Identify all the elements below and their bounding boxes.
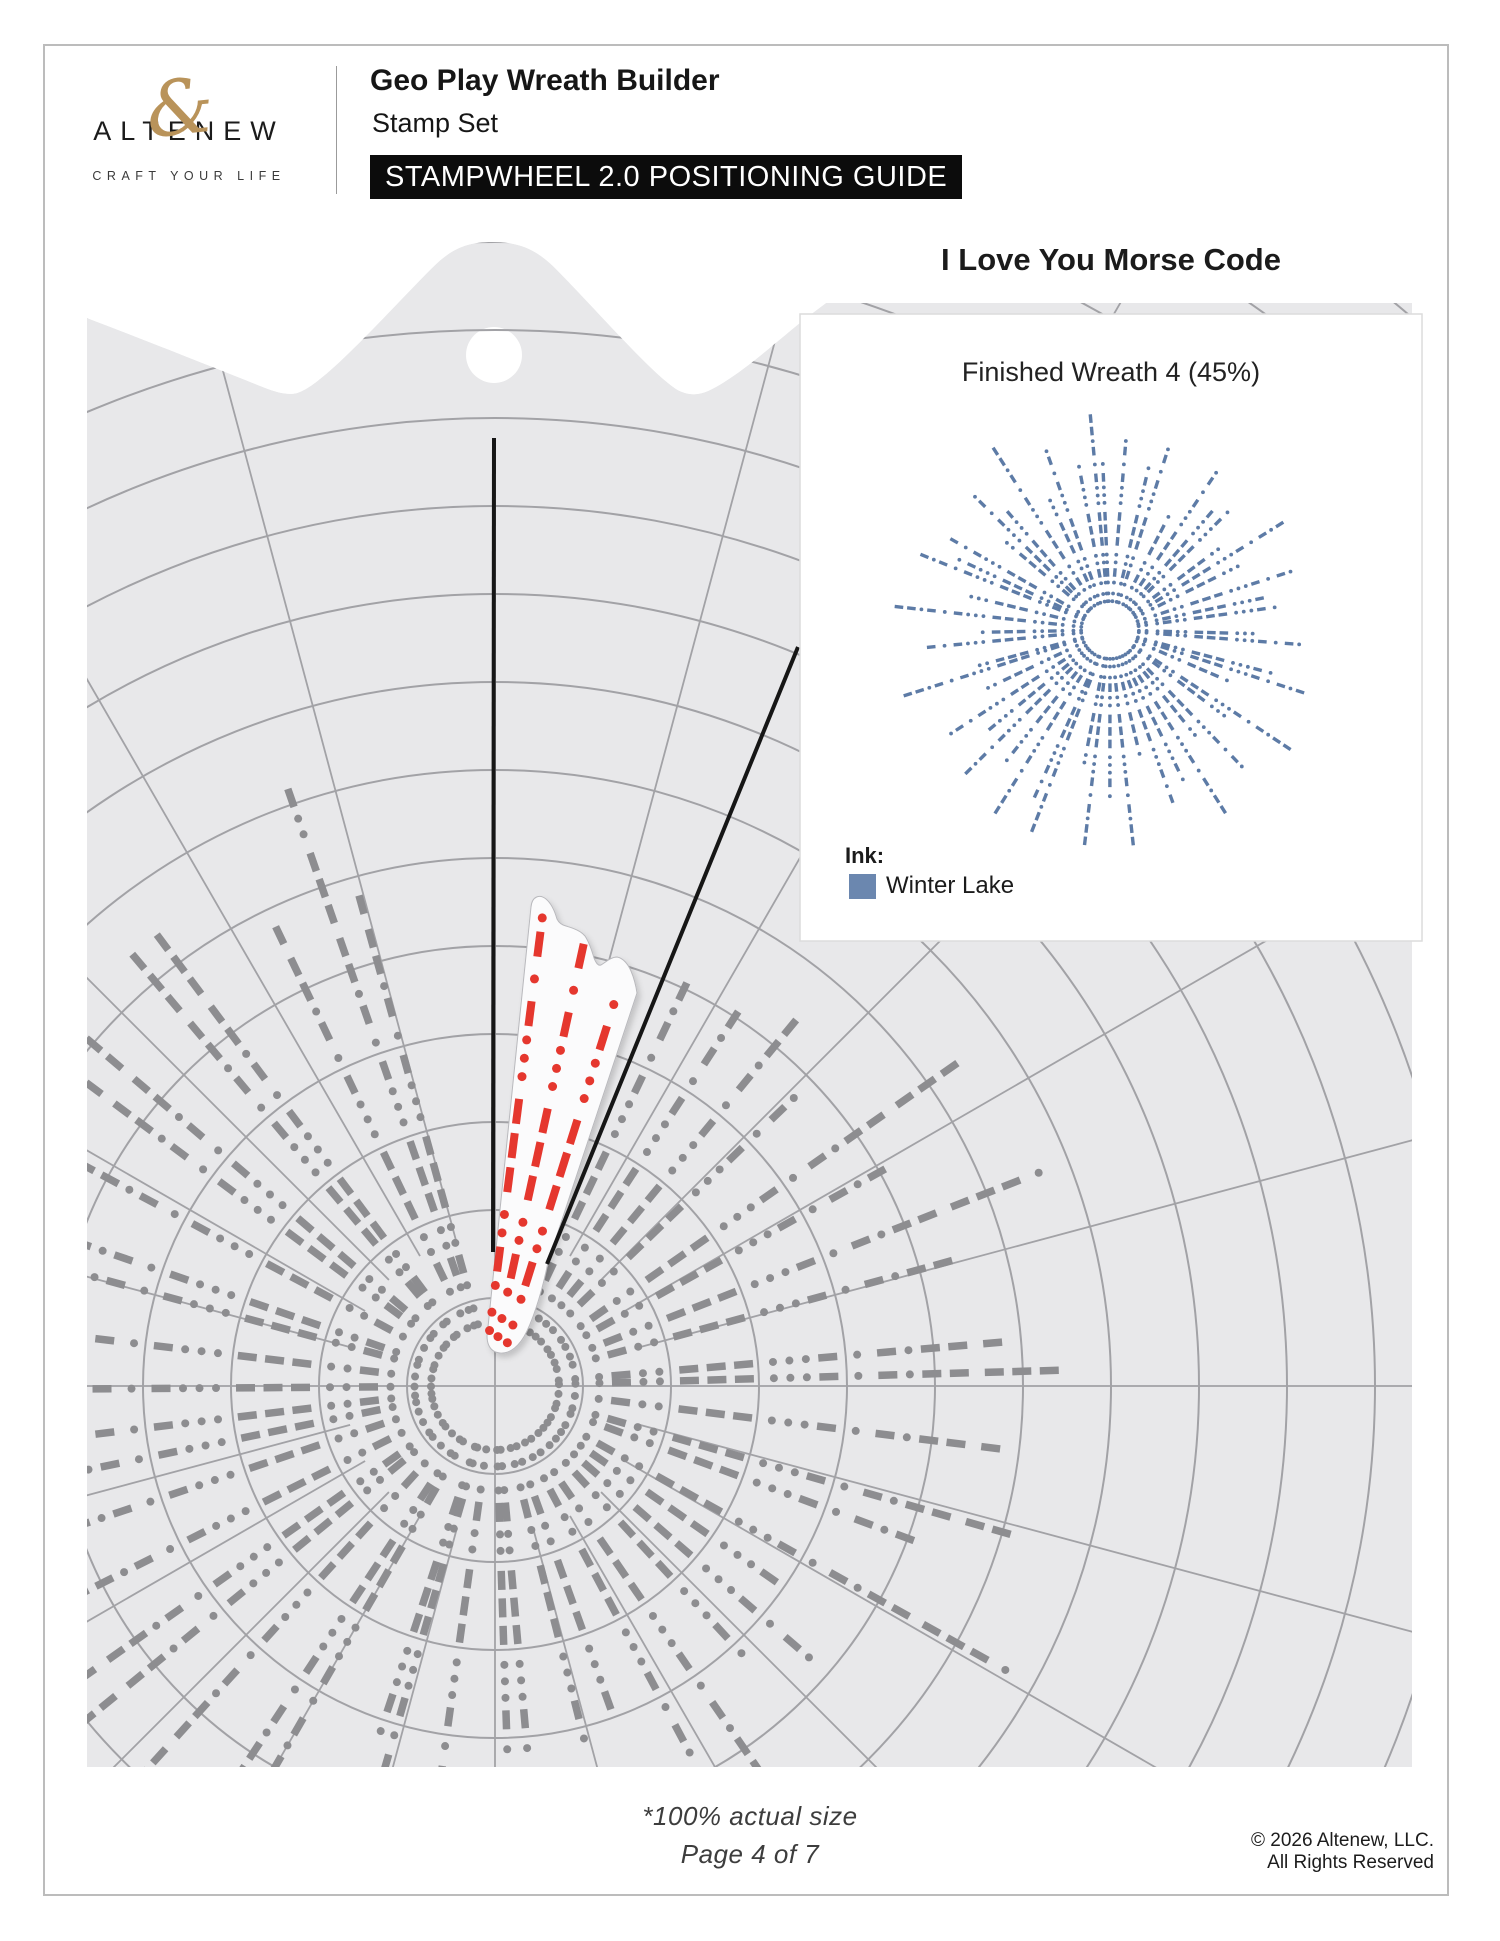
design-heading: I Love You Morse Code xyxy=(941,242,1281,277)
alignment-line-left xyxy=(491,437,496,1253)
inset-caption: Finished Wreath 4 (45%) xyxy=(961,357,1261,387)
ink-label: Ink: xyxy=(845,843,885,868)
positioning-guide-banner: STAMPWHEEL 2.0 POSITIONING GUIDE xyxy=(370,155,963,199)
altenew-logo-mark-icon: & xyxy=(141,59,219,156)
header-divider xyxy=(336,66,337,194)
stamp-position-wedge xyxy=(486,895,638,1354)
page-title: Geo Play Wreath Builder xyxy=(370,64,720,97)
hanging-hole xyxy=(466,327,522,383)
red-morse-rays xyxy=(485,913,619,1348)
page-border-frame xyxy=(43,44,1449,1896)
copyright-line2: All Rights Reserved xyxy=(1267,1852,1434,1873)
page-subtitle: Stamp Set xyxy=(372,108,499,138)
copyright-line1: © 2026 Altenew, LLC. xyxy=(1250,1830,1434,1851)
page-indicator: Page 4 of 7 xyxy=(680,1839,820,1869)
altenew-logo: ALTENEW xyxy=(93,116,285,146)
finished-wreath-inset-box xyxy=(799,313,1423,942)
logo-tagline: CRAFT YOUR LIFE xyxy=(92,169,286,183)
ink-name: Winter Lake xyxy=(886,872,1015,899)
actual-size-note: *100% actual size xyxy=(642,1801,858,1831)
gray-morse-rays xyxy=(87,787,1059,1767)
alignment-line-right xyxy=(545,646,800,1265)
ink-color-swatch xyxy=(849,874,876,899)
finished-wreath-image xyxy=(894,414,1305,846)
